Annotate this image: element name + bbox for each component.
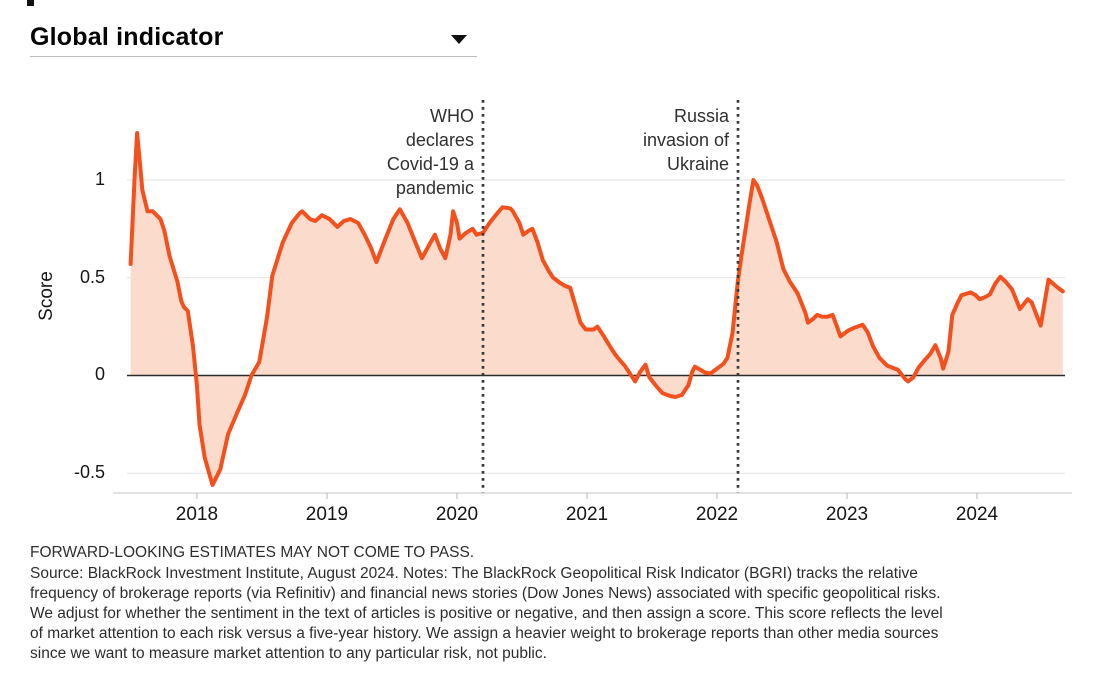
annotation-line: pandemic — [395, 178, 474, 198]
y-tick-label: -0.5 — [73, 462, 105, 483]
chart-title: Global indicator — [30, 23, 224, 51]
chevron-down-icon — [451, 35, 467, 44]
x-tick-label: 2019 — [305, 504, 349, 525]
source-note-line: frequency of brokerage reports (via Refi… — [30, 585, 941, 602]
annotation-russia-ukraine: Russia invasion of Ukraine — [429, 104, 729, 176]
annotation-line: invasion of — [642, 130, 730, 150]
x-tick-label: 2024 — [955, 504, 999, 525]
annotation-who-pandemic: WHO declares Covid-19 a pandemic — [174, 104, 474, 200]
annotation-line: WHO — [429, 106, 474, 126]
source-note-line: Source: BlackRock Investment Institute, … — [30, 565, 918, 582]
indicator-dropdown[interactable]: Global indicator — [30, 22, 477, 58]
disclaimer-text: FORWARD-LOOKING ESTIMATES MAY NOT COME T… — [30, 544, 475, 561]
x-tick-label: 2021 — [565, 504, 609, 525]
page-top-mark — [27, 0, 34, 6]
y-tick-label: 0.5 — [79, 266, 105, 287]
x-tick-label: 2022 — [695, 504, 739, 525]
source-note-line: of market attention to each risk versus … — [30, 625, 939, 642]
annotation-line: Ukraine — [667, 154, 730, 174]
dropdown-underline — [30, 56, 477, 57]
series-line — [128, 131, 1065, 487]
y-tick-label: 0 — [94, 364, 105, 385]
y-tick-label: 1 — [94, 168, 105, 189]
x-tick-label: 2020 — [435, 504, 479, 525]
chart-labels-layer: 1 0.5 0 -0.5 2018 2019 2020 2021 2022 2023 2024 Sco… — [36, 104, 999, 525]
chart-footnote: FORWARD-LOOKING ESTIMATES MAY NOT COME T… — [30, 543, 943, 664]
bgri-area-chart — [113, 100, 1072, 499]
x-tick-label: 2018 — [175, 504, 219, 525]
y-axis-title: Score — [36, 271, 57, 321]
annotation-line: declares — [405, 130, 474, 150]
source-note-line: We adjust for whether the sentiment in t… — [30, 605, 943, 622]
x-tick-label: 2023 — [825, 504, 869, 525]
annotation-line: Covid-19 a — [386, 154, 474, 174]
source-note-line: since we want to measure market attentio… — [30, 645, 547, 662]
annotation-line: Russia — [674, 106, 730, 126]
